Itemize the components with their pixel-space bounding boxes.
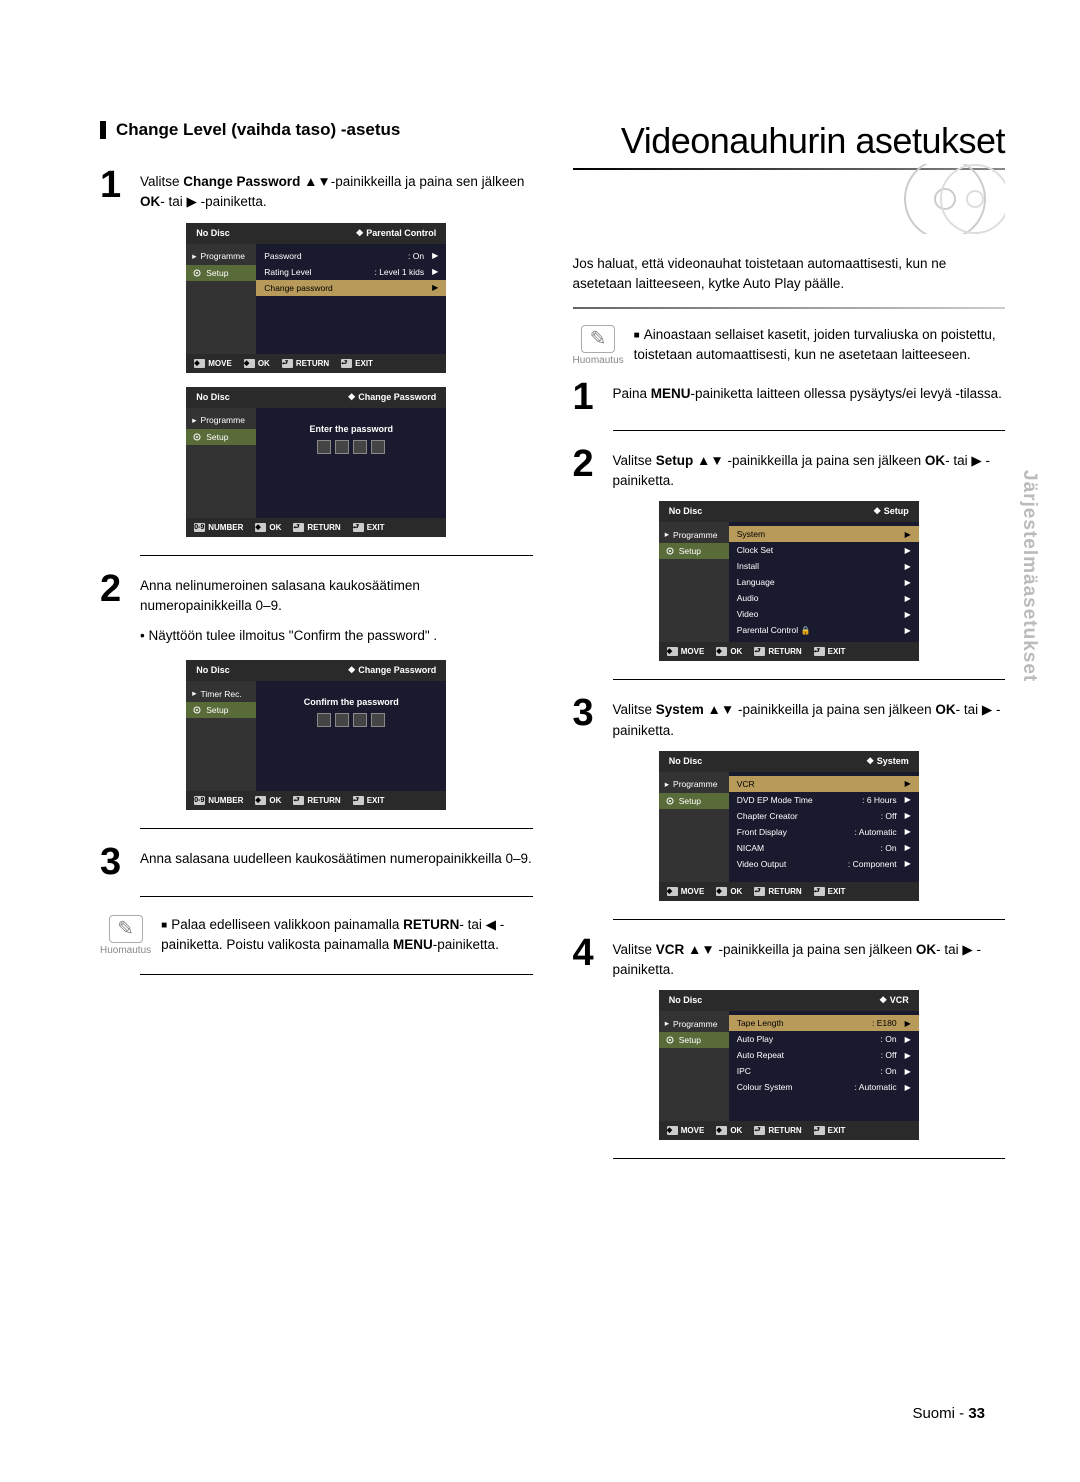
step-number: 1 [100,170,128,213]
step-4-r: 4 Valitse VCR ▲▼ -painikkeilla ja paina … [573,938,1006,981]
note-label: Huomautus [100,945,151,956]
note-text: ■Ainoastaan sellaiset kasetit, joiden tu… [634,325,1005,366]
step-1: 1 Valitse Change Password ▲▼-painikkeill… [100,170,533,213]
osd-vcr: No DiscVCR▸ProgrammeSetupTape Length: E1… [659,990,919,1140]
side-tab: Järjestelmäasetukset [1018,470,1040,682]
page-number: 33 [968,1405,985,1422]
step-text: Anna nelinumeroinen salasana kaukosäätim… [140,574,533,617]
divider [140,828,533,829]
divider [140,896,533,897]
step-number: 3 [573,698,601,741]
section-bar-icon [100,121,106,139]
step-text: Valitse Change Password ▲▼-painikkeilla … [140,170,533,213]
section-title: Change Level (vaihda taso) -asetus [116,120,400,140]
step-1-r: 1 Paina MENU-painiketta laitteen ollessa… [573,382,1006,412]
left-column: Change Level (vaihda taso) -asetus 1 Val… [100,120,533,1177]
note-label: Huomautus [573,355,624,366]
step-number: 4 [573,938,601,981]
step-text: Valitse System ▲▼ -painikkeilla ja paina… [613,698,1006,741]
note-block: ✎ Huomautus ■Ainoastaan sellaiset kaseti… [573,325,1006,366]
step-number: 3 [100,847,128,877]
disc-art-icon [573,174,1006,234]
step-text: Valitse Setup ▲▼ -painikkeilla ja paina … [613,449,1006,492]
osd-parental-control: No DiscParental Control▸ProgrammeSetupPa… [186,223,446,373]
step-2-bullet: • Näyttöön tulee ilmoitus "Confirm the p… [140,626,533,646]
right-column: Videonauhurin asetukset Jos haluat, että… [573,120,1006,1177]
step-text: Anna salasana uudelleen kaukosäätimen nu… [140,847,532,877]
note-icon: ✎ [109,915,143,943]
step-2-r: 2 Valitse Setup ▲▼ -painikkeilla ja pain… [573,449,1006,492]
step-number: 1 [573,382,601,412]
divider [613,679,1006,680]
divider [613,1158,1006,1159]
note-text: ■Palaa edelliseen valikkoon painamalla R… [161,915,532,956]
divider [140,555,533,556]
section-header: Change Level (vaihda taso) -asetus [100,120,533,140]
step-3: 3 Anna salasana uudelleen kaukosäätimen … [100,847,533,877]
note-block: ✎ Huomautus ■Palaa edelliseen valikkoon … [100,915,533,956]
intro-text: Jos haluat, että videonauhat toistetaan … [573,254,1006,295]
step-2: 2 Anna nelinumeroinen salasana kaukosäät… [100,574,533,617]
step-number: 2 [100,574,128,617]
osd-confirm-password: No DiscChange Password▸Timer Rec.SetupCo… [186,660,446,810]
step-text: Paina MENU-painiketta laitteen ollessa p… [613,382,1002,412]
gradient-divider [573,307,1006,309]
step-number: 2 [573,449,601,492]
page-columns: Change Level (vaihda taso) -asetus 1 Val… [100,120,1005,1177]
page-lang: Suomi [912,1405,955,1422]
page-footer: Suomi - 33 [912,1405,985,1422]
note-icon: ✎ [581,325,615,353]
divider [613,430,1006,431]
osd-setup: No DiscSetup▸ProgrammeSetupSystem▶Clock … [659,501,919,661]
divider [613,919,1006,920]
osd-system: No DiscSystem▸ProgrammeSetupVCR▶DVD EP M… [659,751,919,901]
osd-enter-password: No DiscChange Password▸ProgrammeSetupEnt… [186,387,446,537]
step-text: Valitse VCR ▲▼ -painikkeilla ja paina se… [613,938,1006,981]
main-title: Videonauhurin asetukset [573,120,1006,162]
step-3-r: 3 Valitse System ▲▼ -painikkeilla ja pai… [573,698,1006,741]
divider [140,974,533,975]
